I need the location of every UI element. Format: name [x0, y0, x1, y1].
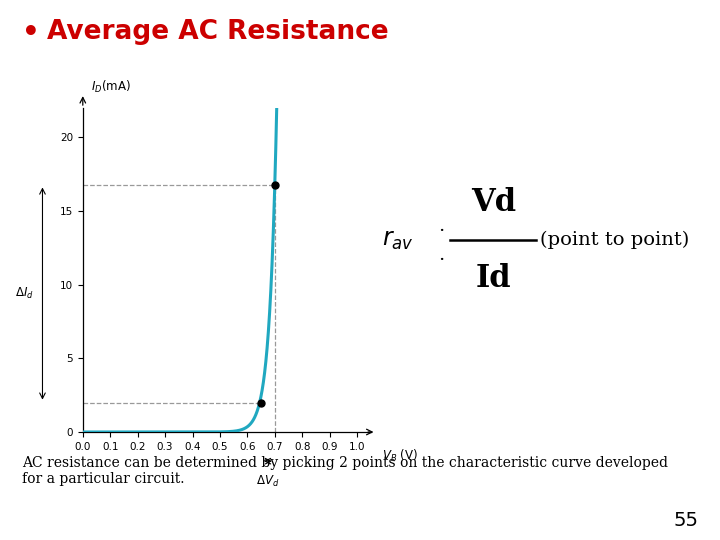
Text: $V_B$ (V): $V_B$ (V): [382, 448, 418, 464]
Text: .: .: [438, 246, 444, 264]
Text: $\Delta I_d$: $\Delta I_d$: [14, 286, 33, 301]
Text: Average AC Resistance: Average AC Resistance: [47, 19, 388, 45]
Text: AC resistance can be determined by picking 2 points on the characteristic curve : AC resistance can be determined by picki…: [22, 456, 667, 487]
Text: $I_D$(mA): $I_D$(mA): [91, 79, 131, 95]
Text: Id: Id: [475, 263, 511, 294]
Text: $r_{av}$: $r_{av}$: [382, 229, 413, 252]
Text: Vd: Vd: [471, 187, 516, 218]
Text: $\Delta V_d$: $\Delta V_d$: [256, 474, 279, 489]
Text: 55: 55: [673, 511, 698, 530]
Text: (point to point): (point to point): [540, 231, 689, 249]
Text: •: •: [22, 19, 40, 47]
Text: .: .: [438, 217, 444, 235]
